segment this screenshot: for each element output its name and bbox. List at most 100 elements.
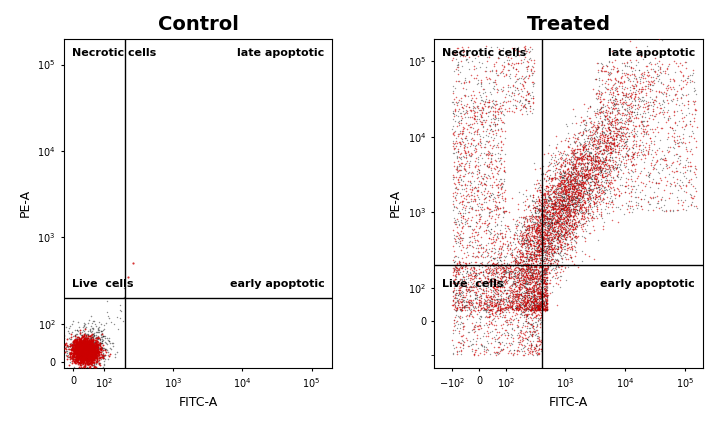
Point [518,293,529,300]
Point [523,238,535,245]
Point [683,178,694,185]
Point [94,354,105,361]
Point [76,346,87,353]
Point [516,297,528,303]
Point [567,216,579,223]
Point [534,218,545,225]
Point [87,355,99,362]
Point [587,157,599,163]
Point [605,146,616,153]
Point [503,295,514,302]
Point [490,317,501,324]
Point [82,356,93,363]
Point [542,263,553,270]
Point [520,234,532,241]
Point [531,224,542,231]
Point [82,338,94,345]
Point [583,253,594,259]
Point [80,342,92,348]
Point [660,67,671,74]
Point [516,262,528,269]
Point [537,202,548,208]
Point [545,196,556,203]
Point [625,95,636,101]
Point [544,210,555,217]
Point [541,305,552,312]
Point [572,129,584,136]
Point [626,70,638,77]
Point [606,199,617,206]
Point [493,230,504,237]
Point [591,164,602,171]
Point [569,178,580,184]
Point [525,238,536,245]
Point [538,207,550,214]
Point [78,353,89,360]
Point [527,282,538,288]
Point [78,335,89,342]
Point [533,254,545,261]
Point [551,168,562,175]
Point [542,294,553,301]
Point [523,269,535,276]
Point [536,212,547,219]
Point [577,206,588,213]
Point [536,278,547,285]
Point [611,107,623,114]
Point [71,346,82,353]
Point [81,345,92,352]
Point [547,205,558,212]
Point [75,349,87,356]
Point [505,300,516,307]
Point [77,344,89,351]
Point [591,126,603,133]
Point [562,204,574,211]
Point [87,349,98,356]
Point [532,306,543,312]
Point [625,78,636,85]
Point [555,251,566,258]
Point [519,300,530,307]
Point [77,339,89,346]
Point [562,171,574,178]
Point [466,124,477,131]
Point [472,156,484,163]
Point [464,241,476,248]
Point [525,274,537,281]
Point [570,179,581,186]
Point [550,174,561,181]
Point [553,181,564,187]
Point [75,350,86,357]
Point [591,134,603,141]
Point [539,256,550,262]
Point [566,219,577,226]
Point [85,342,97,349]
Point [603,113,614,120]
Point [67,346,78,353]
Point [528,348,539,355]
Point [81,340,92,347]
Point [657,107,669,113]
Point [506,270,517,277]
Point [82,351,94,358]
Point [547,199,559,206]
Point [80,355,91,362]
Point [565,159,577,166]
Point [532,267,544,273]
Point [516,249,528,256]
Point [517,309,528,315]
Point [528,291,540,298]
Point [511,220,523,227]
Point [584,174,596,181]
Point [587,209,599,216]
Point [90,349,102,356]
Point [104,315,115,321]
Point [81,345,92,352]
Point [581,206,592,213]
Point [567,192,578,199]
Point [539,270,550,277]
Point [77,341,89,348]
Point [452,168,464,175]
Point [535,205,546,212]
Point [555,208,566,214]
